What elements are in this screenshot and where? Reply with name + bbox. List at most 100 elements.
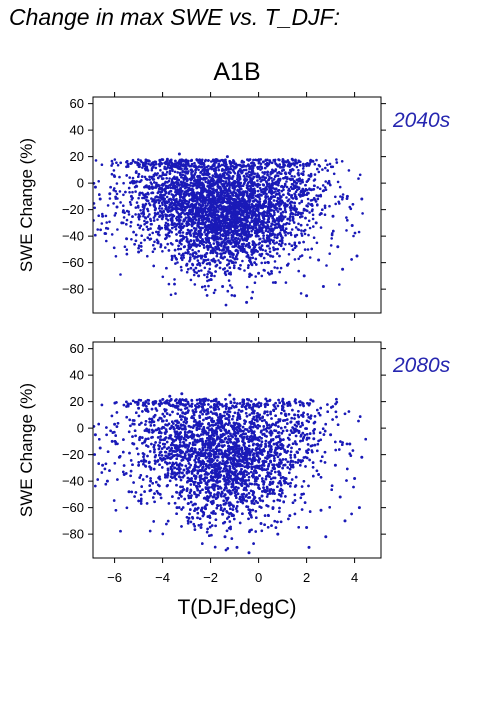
scatter-point <box>212 187 215 190</box>
scatter-point <box>140 245 143 248</box>
scatter-point <box>221 224 225 228</box>
scatter-point <box>317 163 321 167</box>
scatter-point <box>287 161 291 164</box>
scatter-point <box>152 216 156 219</box>
scatter-point <box>148 213 151 216</box>
scatter-point <box>161 214 164 218</box>
scatter-point <box>271 281 275 284</box>
scatter-point <box>214 259 217 263</box>
scatter-point <box>167 249 171 252</box>
scatter-point <box>201 197 204 200</box>
scatter-point <box>196 263 199 266</box>
scatter-point <box>202 216 205 220</box>
scatter-point <box>216 193 219 196</box>
scatter-point <box>276 189 280 192</box>
scatter-point <box>338 283 341 286</box>
scatter-point <box>207 209 210 212</box>
scatter-point <box>308 211 311 214</box>
scatter-point <box>311 160 315 163</box>
scatter-point <box>357 177 360 180</box>
scatter-point <box>299 223 303 227</box>
scatter-point <box>226 269 229 273</box>
scatter-point <box>236 184 239 187</box>
scatter-point <box>233 229 237 232</box>
scatter-point <box>241 250 245 253</box>
scatter-point <box>232 213 235 217</box>
scatter-point <box>142 208 145 212</box>
scatter-point <box>201 261 205 265</box>
scatter-point <box>198 226 202 230</box>
scatter-point <box>316 167 319 171</box>
scatter-point <box>167 228 170 231</box>
scatter-point <box>262 211 266 215</box>
scatter-point <box>207 164 210 168</box>
scatter-point <box>158 158 161 162</box>
scatter-point <box>177 231 181 234</box>
scatter-point <box>219 173 222 176</box>
scatter-point <box>286 232 290 235</box>
scatter-point <box>289 168 292 172</box>
scatter-point <box>124 190 127 194</box>
scatter-point <box>250 229 253 233</box>
scatter-point <box>177 212 181 216</box>
scatter-point <box>227 208 231 211</box>
scatter-point <box>206 237 209 240</box>
scatter-point <box>221 213 225 217</box>
scatter-point <box>248 275 251 279</box>
scatter-point <box>192 173 196 177</box>
scatter-point <box>198 158 201 161</box>
scatter-point <box>294 213 297 216</box>
scatter-point <box>266 158 269 162</box>
scatter-point <box>252 172 256 175</box>
scatter-point <box>192 199 195 203</box>
scatter-point <box>269 173 272 176</box>
scatter-point <box>237 169 241 173</box>
scatter-point <box>222 248 225 251</box>
scatter-point <box>274 174 277 178</box>
scatter-point <box>288 222 291 225</box>
scatter-point <box>243 215 246 219</box>
scatter-point <box>142 161 145 165</box>
scatter-point <box>244 237 248 240</box>
scatter-point <box>217 259 220 262</box>
scatter-point <box>226 245 230 249</box>
scatter-point <box>156 218 159 221</box>
scatter-point <box>341 196 344 199</box>
scatter-point <box>112 169 116 172</box>
scatter-point <box>179 189 183 193</box>
scatter-point <box>138 191 142 195</box>
scatter-point <box>210 218 214 222</box>
scatter-point <box>284 233 287 237</box>
scatter-point <box>226 258 229 262</box>
scatter-point <box>193 257 196 260</box>
scatter-point <box>197 249 200 253</box>
scatter-point <box>266 171 269 174</box>
scatter-point <box>137 206 140 209</box>
scatter-point <box>186 268 190 271</box>
scatter-point <box>273 260 277 263</box>
scatter-point <box>225 248 229 251</box>
scatter-point <box>241 259 244 263</box>
scatter-point <box>270 176 273 180</box>
scatter-point <box>323 206 327 210</box>
scatter-point <box>301 211 304 215</box>
scatter-point <box>208 187 211 190</box>
scatter-point <box>228 183 232 187</box>
scatter-point <box>294 190 298 193</box>
scatter-point <box>199 236 202 239</box>
scatter-point <box>157 184 161 188</box>
scatter-point <box>223 174 226 178</box>
scatter-point <box>196 259 200 262</box>
scatter-point <box>143 185 146 189</box>
scatter-point <box>137 246 140 250</box>
scatter-point <box>265 244 269 248</box>
scatter-point <box>293 258 297 261</box>
scatter-point <box>175 218 179 222</box>
scatter-point <box>201 211 205 215</box>
scatter-point <box>172 176 175 180</box>
scatter-point <box>243 250 247 253</box>
scatter-point <box>125 209 129 213</box>
scatter-point <box>226 263 229 267</box>
scatter-point <box>231 193 234 196</box>
scatter-point <box>106 204 110 207</box>
